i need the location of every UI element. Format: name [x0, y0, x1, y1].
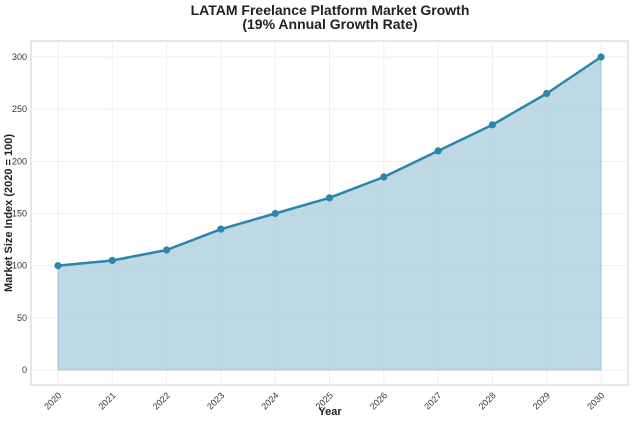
- x-tick-label: 2022: [151, 390, 172, 411]
- y-tick-label: 200: [12, 156, 27, 166]
- y-tick-label: 0: [22, 365, 27, 375]
- y-axis-label: Market Size Index (2020 = 100): [3, 134, 15, 292]
- x-tick-label: 2020: [42, 390, 63, 411]
- x-tick-label: 2027: [422, 390, 443, 411]
- y-tick-label: 300: [12, 52, 27, 62]
- x-axis-label: Year: [318, 406, 342, 418]
- data-point: [543, 89, 551, 98]
- x-tick-label: 2026: [368, 390, 389, 411]
- x-tick-label: 2030: [585, 390, 606, 411]
- data-point: [380, 173, 388, 181]
- y-tick-label: 250: [12, 104, 27, 114]
- chart-title: LATAM Freelance Platform Market Growth: [191, 2, 470, 18]
- x-tick-label: 2023: [205, 390, 226, 411]
- data-point: [597, 53, 605, 61]
- data-point: [217, 225, 225, 233]
- area-layer: [54, 53, 605, 371]
- y-tick-label: 50: [17, 313, 27, 323]
- data-point: [434, 147, 442, 155]
- chart-subtitle: (19% Annual Growth Rate): [242, 16, 417, 32]
- x-tick-label: 2021: [96, 390, 117, 411]
- x-tick-label: 2028: [477, 390, 498, 411]
- data-point: [271, 209, 279, 218]
- y-ticks: 0 50 100 150 200 250 300: [12, 52, 27, 375]
- x-tick-label: 2029: [531, 390, 552, 411]
- x-tick-label: 2024: [259, 390, 280, 411]
- data-point: [108, 256, 116, 265]
- data-point: [325, 194, 334, 202]
- y-tick-label: 100: [12, 261, 27, 271]
- data-point: [54, 262, 62, 270]
- data-point: [488, 121, 496, 129]
- y-tick-label: 150: [12, 209, 27, 219]
- data-point: [163, 246, 171, 254]
